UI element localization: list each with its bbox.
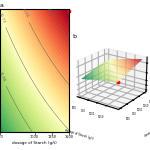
Text: 12.73: 12.73 [0,12,6,24]
Text: b: b [72,34,76,39]
Text: a: a [0,3,4,8]
X-axis label: dosage of Starch (g/t): dosage of Starch (g/t) [12,141,57,145]
Text: 14.48: 14.48 [46,6,55,18]
Y-axis label: dosage of ZnSO4 (g/t): dosage of ZnSO4 (g/t) [144,118,150,138]
Text: 13.61: 13.61 [20,7,29,19]
X-axis label: dosage of Starch (g/t): dosage of Starch (g/t) [64,129,94,141]
Text: 11.86: 11.86 [0,70,6,82]
